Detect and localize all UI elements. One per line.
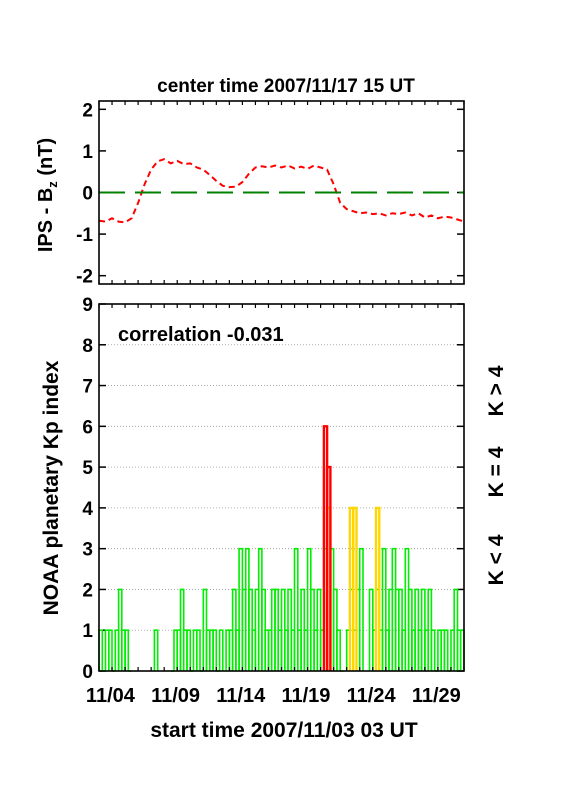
top-ylabel-main: IPS - B [35, 188, 57, 252]
top-ytick-label: -1 [76, 225, 93, 246]
correlation-annotation: correlation -0.031 [118, 324, 284, 346]
kp-ytick-label: 4 [82, 499, 93, 520]
ips-bz-series-line [98, 158, 465, 224]
kp-ytick-label: 5 [82, 458, 93, 479]
kp-xtick-label: 11/29 [412, 685, 461, 707]
kp-bar-green [218, 629, 224, 671]
kp-xtick-label: 11/19 [281, 685, 330, 707]
top-ytick-label: 1 [82, 142, 93, 163]
kp-xtick-label: 11/09 [151, 685, 200, 707]
kp-bar-green [443, 629, 449, 671]
kp-bar-green [196, 629, 201, 671]
top-ytick-label: 0 [82, 184, 93, 205]
legend-k-gt-4: K > 4 [485, 365, 508, 416]
kp-bar-green [381, 547, 387, 671]
kp-ytick-label: 6 [82, 417, 93, 438]
top-plot-frame [98, 100, 465, 285]
bottom-plot-frame [98, 303, 465, 672]
top-ytick-label: 2 [82, 100, 93, 121]
kp-xtick-label: 11/24 [347, 685, 397, 707]
kp-bar-green [108, 629, 113, 671]
kp-ytick-label: 0 [82, 662, 93, 683]
kp-ytick-label: 1 [82, 621, 93, 642]
kp-ytick-label: 3 [82, 540, 93, 561]
top-ylabel-unit: (nT) [35, 138, 57, 181]
kp-bar-green [293, 547, 299, 671]
bottom-panel: 0 1 2 3 4 5 6 7 8 9 11/04 11/09 11/14 11/19 11/24 11/29 [82, 295, 465, 707]
legend-k-eq-4-label: K = 4 [485, 446, 508, 497]
legend-k-gt-4-label: K > 4 [485, 365, 508, 416]
legend-k-eq-4: K = 4 [485, 446, 508, 497]
legend-k-lt-4: K < 4 [485, 534, 508, 585]
legend-k-lt-4-label: K < 4 [485, 534, 508, 585]
top-ylabel-sub: z [45, 181, 60, 188]
kp-ylabel: NOAA planetary Kp index [40, 360, 63, 615]
top-panel-title: center time 2007/11/17 15 UT [157, 76, 415, 97]
kp-bar-green [358, 547, 364, 671]
kp-bar-green [186, 629, 192, 671]
bottom-panel-xlabel: start time 2007/11/03 03 UT [150, 719, 418, 742]
kp-ytick-label: 2 [82, 580, 93, 601]
kp-bar-green [124, 629, 130, 671]
kp-bar-yellow [352, 506, 358, 671]
kp-bar-yellow [374, 506, 381, 671]
kp-bar-green [336, 629, 342, 671]
kp-bar-green [153, 629, 159, 671]
kp-bar-red [325, 465, 332, 671]
kp-ytick-label: 9 [82, 295, 93, 316]
top-ytick-label: -2 [76, 267, 93, 288]
kp-bar-green [212, 629, 218, 671]
top-panel-ylabel: IPS - Bz (nT) [35, 138, 60, 252]
svg-text:IPS - Bz (nT): IPS - Bz (nT) [35, 138, 60, 252]
kp-ytick-label: 7 [82, 377, 93, 398]
bottom-panel-ylabel: NOAA planetary Kp index [40, 360, 63, 615]
kp-xtick-label: 11/14 [216, 685, 266, 707]
kp-ytick-label: 8 [82, 336, 93, 357]
kp-xtick-label: 11/04 [86, 685, 136, 707]
kp-bar-green [430, 629, 436, 671]
top-panel: -2 -1 0 1 2 [76, 100, 465, 288]
